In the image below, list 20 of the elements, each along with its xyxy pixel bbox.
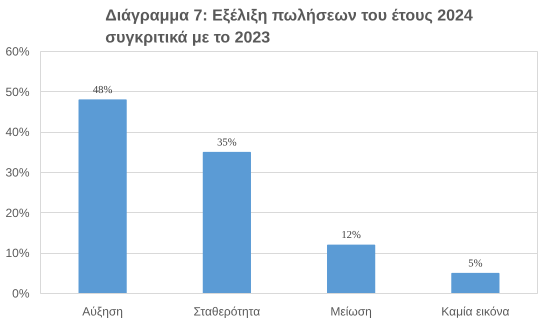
data-label: 12% [341,230,362,242]
x-tick-label: Σταθερότητα [194,304,260,318]
x-tick-label: Καμία εικόνα [441,304,510,318]
data-label: 48% [92,84,113,96]
x-tick-label: Αύξηση [82,304,123,318]
y-tick-label: 10% [5,246,30,260]
y-tick-label: 20% [5,206,30,220]
bar [78,99,127,294]
y-tick-label: 60% [5,44,30,58]
y-tick-label: 0% [12,286,30,300]
bar [451,272,500,294]
y-tick-label: 40% [5,125,30,140]
x-tick-label: Μείωση [330,304,372,318]
data-label: 5% [468,258,483,270]
y-tick-label: 50% [5,84,30,99]
bar [327,244,376,294]
y-tick-label: 30% [5,166,30,180]
data-label: 35% [217,137,237,148]
bar [202,152,251,294]
chart-title: Διάγραμμα 7: Εξέλιξη πωλήσεων του έτους 2024 συγκριτικά με το 2023 [105,7,473,46]
